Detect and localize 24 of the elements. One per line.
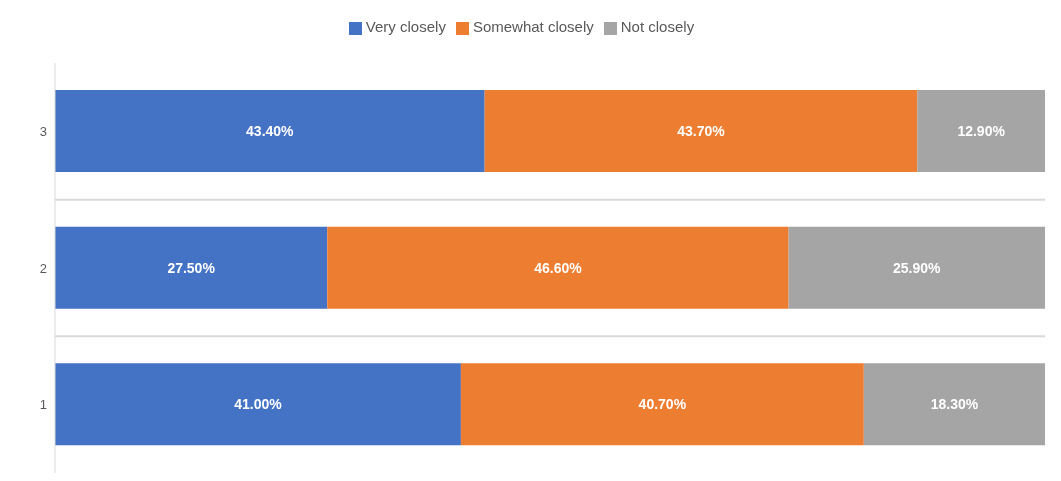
bar xyxy=(788,226,1045,309)
y-tick-label: 3 xyxy=(39,123,47,139)
legend-label: Somewhat closely xyxy=(472,18,594,35)
data-label: 12.90% xyxy=(957,123,1006,139)
bar xyxy=(55,90,485,172)
y-tick-label: 2 xyxy=(39,260,47,276)
bar xyxy=(460,363,864,446)
legend-label: Not closely xyxy=(620,18,695,35)
data-label: 43.40% xyxy=(246,123,295,139)
data-label: 46.60% xyxy=(534,259,583,276)
y-tick-label: 1 xyxy=(39,397,47,413)
data-label: 18.30% xyxy=(930,396,979,413)
bar xyxy=(863,363,1045,446)
data-label: 41.00% xyxy=(234,396,283,413)
data-label: 43.70% xyxy=(677,123,726,139)
bar xyxy=(327,226,789,309)
data-label: 40.70% xyxy=(638,396,687,413)
bar xyxy=(917,90,1045,172)
legend-label: Very closely xyxy=(365,18,446,35)
bar xyxy=(55,226,328,309)
bar xyxy=(484,90,918,172)
bar xyxy=(55,363,461,446)
data-label: 25.90% xyxy=(893,259,942,276)
data-label: 27.50% xyxy=(167,259,216,276)
